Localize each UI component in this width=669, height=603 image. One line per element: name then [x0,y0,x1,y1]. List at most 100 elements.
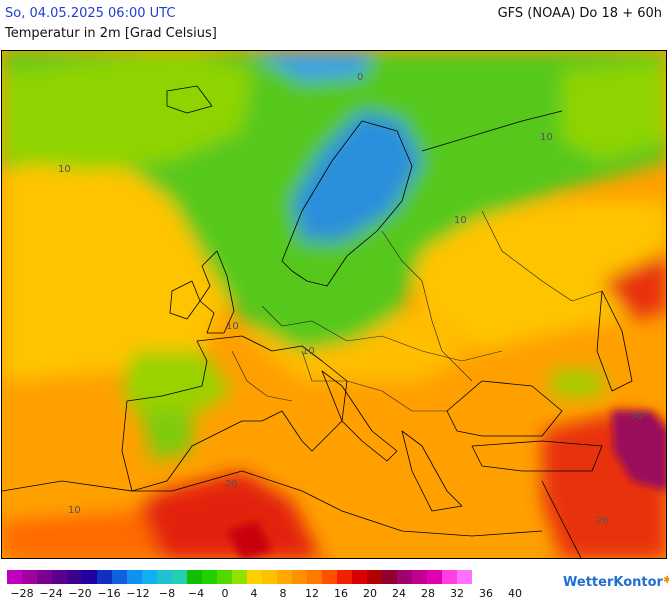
legend-swatch [442,570,457,584]
contour-label: 10 [302,346,315,357]
contour-labels: 10 10 10 10 10 10 20 20 30 0 [58,72,643,527]
legend-tick: −16 [97,587,121,600]
coast-italy [321,370,398,462]
field-scandinavia-blue [292,111,422,241]
legend-tick: −20 [68,587,92,600]
legend-tick: 24 [392,587,406,600]
legend-tick: 36 [479,587,493,600]
legend-tick: 4 [250,587,258,600]
coast-britain [199,250,235,334]
legend-swatch [367,570,382,584]
legend-swatch [352,570,367,584]
legend-tick: 12 [305,587,319,600]
field-spain-green [142,411,192,461]
field-northwest-lightgreen [2,51,252,171]
wetterkontor-logo[interactable]: WetterKontor✱ [563,575,669,590]
legend-swatch [127,570,142,584]
border-line-4 [421,280,473,382]
border-line-2 [301,350,447,412]
legend-swatch [247,570,262,584]
field-sahara-red [122,471,321,558]
contour-label: 10 [226,321,239,332]
legend-swatch [382,570,397,584]
legend-swatch [7,570,22,584]
legend-swatch [397,570,412,584]
legend-swatch [217,570,232,584]
field-caspian-red [602,251,666,321]
legend-tick: 20 [363,587,377,600]
coast-white-sea [421,110,563,152]
legend-tick: 28 [421,587,435,600]
legend-color-bar [7,570,472,584]
legend-swatch [427,570,442,584]
forecast-datetime: So, 04.05.2025 06:00 UTC [5,6,176,21]
legend-tick: −8 [158,587,176,600]
coast-continent-west [121,335,348,492]
legend-swatch [67,570,82,584]
legend-swatch [337,570,352,584]
model-run-label: GFS (NOAA) Do 18 + 60h [497,6,662,21]
legend-swatch [157,570,172,584]
legend-swatch [187,570,202,584]
border-line-1 [261,305,503,362]
border-line-6 [381,230,423,282]
legend-swatch [52,570,67,584]
brand-sun-icon: ✱ [662,575,669,586]
coast-levant [541,480,582,558]
contour-label: 10 [454,215,467,226]
legend-swatch [262,570,277,584]
temperature-map: 10 10 10 10 10 10 20 20 30 0 [1,50,667,559]
legend-swatch [142,570,157,584]
legend-swatch [232,570,247,584]
legend-swatch [82,570,97,584]
legend-swatch [112,570,127,584]
border-line-3 [231,350,293,402]
contour-label: 20 [596,516,609,527]
legend-swatch [457,570,472,584]
coastlines [2,85,633,558]
coast-turkey [471,440,603,472]
legend-tick: 16 [334,587,348,600]
coast-iceland [166,85,213,114]
color-legend: −28 −24 −20 −16 −12 −8 −4 0 4 8 12 16 20 24 28 32 36 40 [7,570,522,603]
field-iraq-purple [612,411,666,491]
legend-tick: −24 [39,587,63,600]
coast-ireland [169,280,201,320]
legend-tick: −28 [10,587,34,600]
legend-swatch [292,570,307,584]
field-sahara-darkred [227,521,272,558]
legend-swatch [412,570,427,584]
field-atlantic-yellow [2,151,232,381]
parameter-label: Temperatur in 2m [Grad Celsius] [5,26,217,41]
legend-swatch [97,570,112,584]
legend-tick-labels: −28 −24 −20 −16 −12 −8 −4 0 4 8 12 16 20 24 28 32 36 40 [7,587,522,603]
legend-swatch [37,570,52,584]
legend-swatch [22,570,37,584]
legend-tick: 0 [221,587,229,600]
coast-north-africa [2,470,543,537]
field-arctic-blue [252,51,372,81]
field-caucasus-green [552,371,602,396]
legend-tick: 8 [279,587,287,600]
coast-balkans [401,430,463,512]
field-iberia-green [122,351,232,421]
legend-swatch [307,570,322,584]
contour-label: 10 [540,132,553,143]
coast-black-sea [446,380,563,437]
contour-label: 0 [357,72,363,83]
borders [231,210,603,412]
contour-label: 10 [58,164,71,175]
coast-scandinavia [281,120,413,287]
brand-name: WetterKontor [563,575,663,590]
legend-tick: 32 [450,587,464,600]
legend-tick: 40 [508,587,522,600]
contour-label: 20 [225,479,238,490]
coast-caspian [596,290,633,392]
border-line-5 [481,210,603,302]
map-svg: 10 10 10 10 10 10 20 20 30 0 [2,51,666,558]
contour-label: 10 [68,505,81,516]
legend-swatch [172,570,187,584]
legend-tick: −12 [126,587,150,600]
legend-tick: −4 [187,587,205,600]
field-northeast-lightgreen [562,61,666,161]
